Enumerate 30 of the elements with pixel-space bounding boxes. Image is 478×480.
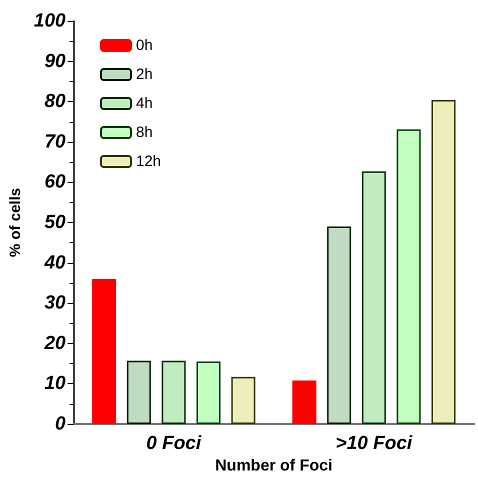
bar <box>196 362 220 424</box>
legend-label: 2h <box>136 66 153 83</box>
bar <box>292 380 316 424</box>
bar <box>231 376 256 424</box>
y-tick-label: 30 <box>44 292 66 314</box>
y-tick-label: 100 <box>34 10 66 32</box>
legend-label: 8h <box>136 124 153 141</box>
y-tick-label: 70 <box>44 131 66 152</box>
bar <box>396 129 421 424</box>
y-tick-label: 20 <box>43 332 66 354</box>
y-tick-label: 50 <box>44 212 66 233</box>
x-axis-title: Number of Foci <box>215 458 332 474</box>
bar <box>162 360 186 424</box>
legend-label: 12h <box>136 153 162 170</box>
bar <box>362 171 386 424</box>
bar <box>432 100 456 424</box>
y-tick-label: 10 <box>44 373 66 394</box>
x-tick-label: >10 Foci <box>336 433 413 454</box>
y-tick-label: 90 <box>44 50 66 72</box>
bar <box>126 360 151 424</box>
bar <box>327 226 352 424</box>
y-tick-label: 40 <box>43 252 66 274</box>
y-tick-label: 60 <box>44 172 66 193</box>
legend-label: 0h <box>136 37 153 54</box>
legend-label: 4h <box>136 95 153 112</box>
y-tick-label: 80 <box>44 91 66 112</box>
x-tick-label: 0 Foci <box>146 433 202 454</box>
y-axis-title: % of cells <box>7 188 24 258</box>
bar <box>92 278 116 424</box>
y-tick-label: 0 <box>55 414 66 434</box>
